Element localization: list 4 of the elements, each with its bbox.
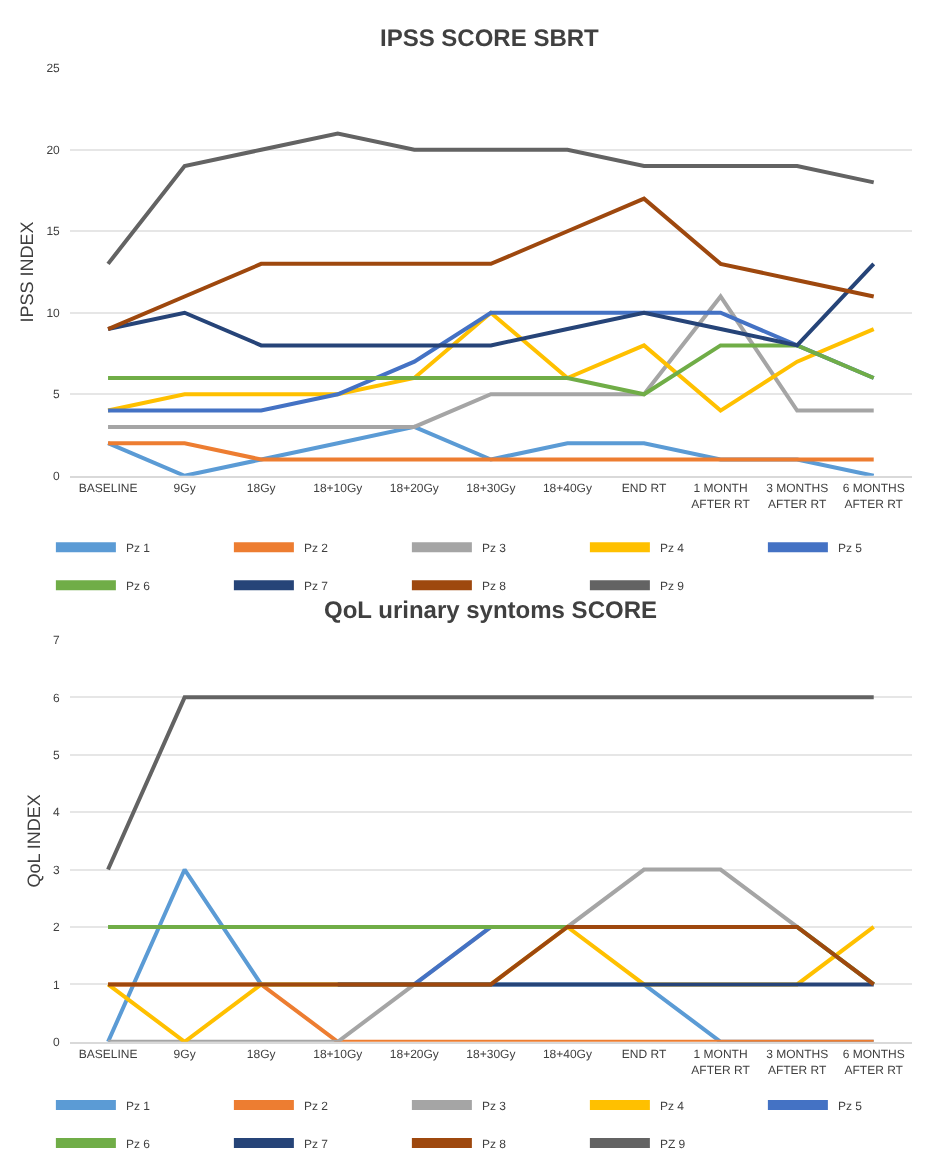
y-axis-title: IPSS INDEX [17, 221, 38, 323]
chart-title: IPSS SCORE SBRT [380, 24, 601, 52]
chart-title: QoL urinary syntoms SCORE [324, 596, 657, 624]
y-axis-title: QoL INDEX [23, 794, 44, 888]
